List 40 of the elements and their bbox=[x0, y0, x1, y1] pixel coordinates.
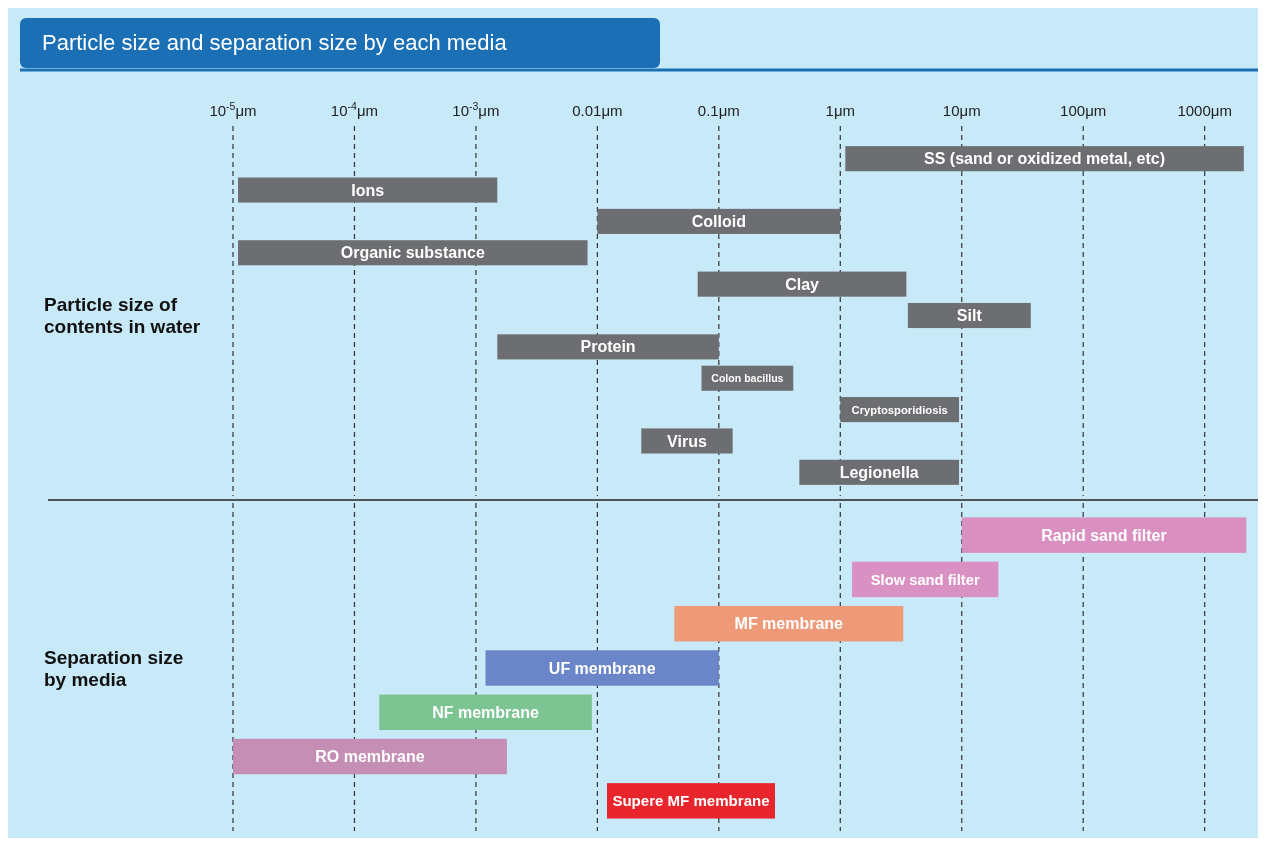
bar bbox=[674, 606, 904, 642]
y-tick-label: Legionella bbox=[839, 463, 919, 481]
x-tick-label: 1μm bbox=[825, 102, 856, 119]
y-tick-label: RO membrane bbox=[315, 748, 425, 766]
y-tick-label: MF membrane bbox=[734, 615, 844, 633]
y-tick-label: Colloid bbox=[691, 213, 746, 231]
y-tick-label: Slow sand filter bbox=[870, 571, 980, 588]
y-tick-label: Clay bbox=[785, 275, 820, 293]
chart-title: Particle size and separation size by each media bbox=[42, 30, 508, 55]
bar bbox=[238, 177, 498, 203]
bar bbox=[233, 738, 507, 775]
y-tick-label: Colon bacillus bbox=[711, 371, 784, 384]
y-axis-title: Particle size of contents in water bbox=[44, 294, 201, 338]
y-tick-label: NF membrane bbox=[432, 703, 539, 721]
y-tick-label: SS (sand or oxidized metal, etc) bbox=[924, 150, 1166, 168]
x-tick-label: 100μm bbox=[1060, 102, 1107, 119]
x-tick-label: 0.01μm bbox=[572, 102, 623, 119]
bar bbox=[961, 517, 1247, 553]
y-tick-label: Supere MF membrane bbox=[612, 792, 770, 810]
y-tick-label: Organic substance bbox=[340, 244, 485, 262]
y-tick-label: UF membrane bbox=[548, 659, 656, 677]
x-tick-label: 1000μm bbox=[1177, 102, 1232, 119]
x-tick-label: 10$^{-5}$μm bbox=[209, 100, 257, 119]
y-tick-label: Rapid sand filter bbox=[1041, 526, 1167, 544]
bar bbox=[597, 208, 841, 234]
x-tick-label: 10$^{-4}$μm bbox=[330, 100, 379, 119]
y-tick-label: Silt bbox=[956, 307, 983, 325]
x-tick-label: 0.1μm bbox=[697, 102, 740, 119]
bar bbox=[641, 428, 733, 454]
bar bbox=[485, 650, 719, 686]
bar bbox=[907, 302, 1031, 329]
x-tick-label: 10$^{-3}$μm bbox=[452, 100, 500, 119]
x-tick-label: 10μm bbox=[942, 102, 981, 119]
y-tick-label: Ions bbox=[351, 181, 385, 199]
y-tick-label: Protein bbox=[580, 338, 636, 356]
bar bbox=[697, 271, 907, 297]
bar bbox=[497, 334, 719, 360]
y-axis-title: Separation size by media bbox=[44, 646, 184, 690]
y-tick-label: Virus bbox=[667, 432, 707, 450]
y-tick-label: Cryptosporidiosis bbox=[851, 403, 948, 416]
